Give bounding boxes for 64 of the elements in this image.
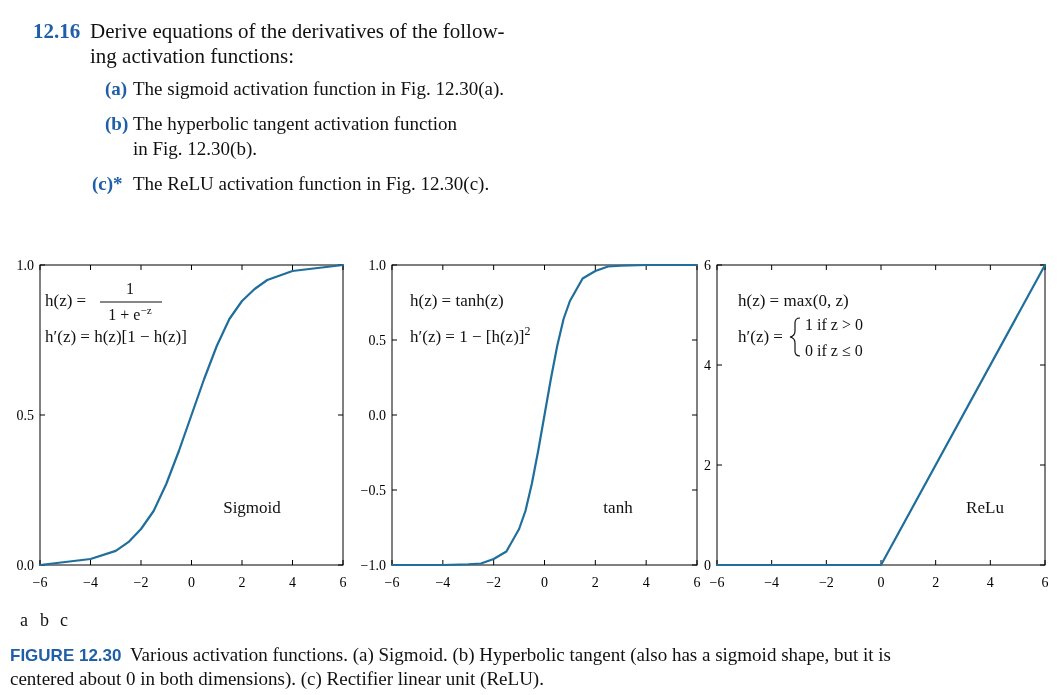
text: b [40,610,49,630]
annotation: 1 if z > 0 [805,316,863,333]
annotation: tanh [603,498,634,517]
y-tick-label: −0.5 [360,483,386,498]
x-tick-label: 4 [289,575,296,590]
x-tick-label: −2 [133,575,149,590]
y-tick-label: 6 [704,258,711,273]
text: (c)* [92,173,123,195]
x-tick-label: −2 [486,575,502,590]
annotation: 1 [126,280,134,297]
x-tick-label: 2 [591,575,599,590]
text: The hyperbolic tangent activation function [133,113,458,134]
annotation: 1 + e$^{−z}$ [108,304,152,323]
y-tick-label: 1.0 [368,258,386,273]
x-tick-label: −4 [764,575,780,590]
y-tick-label: 2 [704,458,711,473]
text: ing activation functions: [90,44,295,68]
x-tick-label: −6 [384,575,400,590]
x-tick-label: 0 [877,575,885,590]
x-tick-label: 2 [932,575,940,590]
y-tick-label: 0 [704,558,711,573]
x-tick-label: 6 [1041,575,1049,590]
annotation: h(z) = [45,291,87,310]
annotation: h′(z) = h(z)[1 − h(z)] [45,327,187,346]
text: centered about 0 in both dimensions). (c) Rectifier linear unit (ReLU). [10,668,544,690]
x-tick-label: −4 [83,575,98,590]
y-tick-label: 4 [704,358,711,373]
annotation: h′(z) = 1 − [h(z)]$^{2}$ [410,324,531,346]
y-tick-label: −1.0 [360,558,386,573]
x-tick-label: −4 [435,575,451,590]
text: a [20,610,28,630]
x-tick-label: 0 [188,575,195,590]
x-tick-label: 4 [986,575,994,590]
text: Various activation functions. (a) Sigmoid. (b) Hyperbolic tangent (also has a sigmoid shape, but it is [130,644,891,666]
x-tick-label: 6 [339,575,347,590]
y-tick-label: 0.5 [368,333,386,348]
text: in Fig. 12.30(b). [133,138,258,160]
y-tick-label: 0.5 [16,408,34,423]
text: (a) [105,78,128,100]
x-tick-label: −6 [709,575,725,590]
line-series [38,263,345,567]
y-tick-label: 1.0 [16,258,34,273]
annotation: Sigmoid [223,498,282,517]
caption: FIGURE 12.30 [10,646,122,665]
text: The ReLU activation function in Fig. 12.30(c). [133,173,490,195]
x-tick-label: 4 [642,575,650,590]
x-tick-label: 6 [693,575,701,590]
annotation: h(z) = max(0, z) [738,291,849,310]
annotation: ReLu [966,498,1005,517]
x-tick-label: 2 [238,575,246,590]
y-tick-label: 0.0 [368,408,386,423]
x-tick-label: −6 [32,575,48,590]
x-tick-label: 0 [541,575,548,590]
y-tick-label: 0.0 [16,558,34,573]
text: 12.16 [33,19,81,43]
text: c [60,610,68,630]
text: Derive equations of the derivatives of the follow- [90,19,505,43]
annotation: h′(z) = [738,327,783,346]
annotation: h(z) = tanh(z) [410,291,504,310]
text: The sigmoid activation function in Fig. 12.30(a). [133,78,504,100]
annotation: 0 if z ≤ 0 [805,342,863,359]
line-series [390,263,699,567]
x-tick-label: −2 [818,575,834,590]
text: (b) [105,113,129,135]
